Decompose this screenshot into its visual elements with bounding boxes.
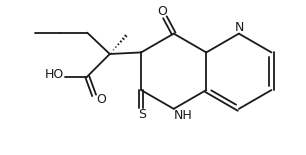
- Text: S: S: [138, 108, 146, 121]
- Text: NH: NH: [174, 109, 192, 122]
- Text: O: O: [96, 93, 106, 106]
- Text: HO: HO: [44, 69, 64, 82]
- Text: N: N: [235, 21, 244, 34]
- Text: O: O: [158, 5, 167, 18]
